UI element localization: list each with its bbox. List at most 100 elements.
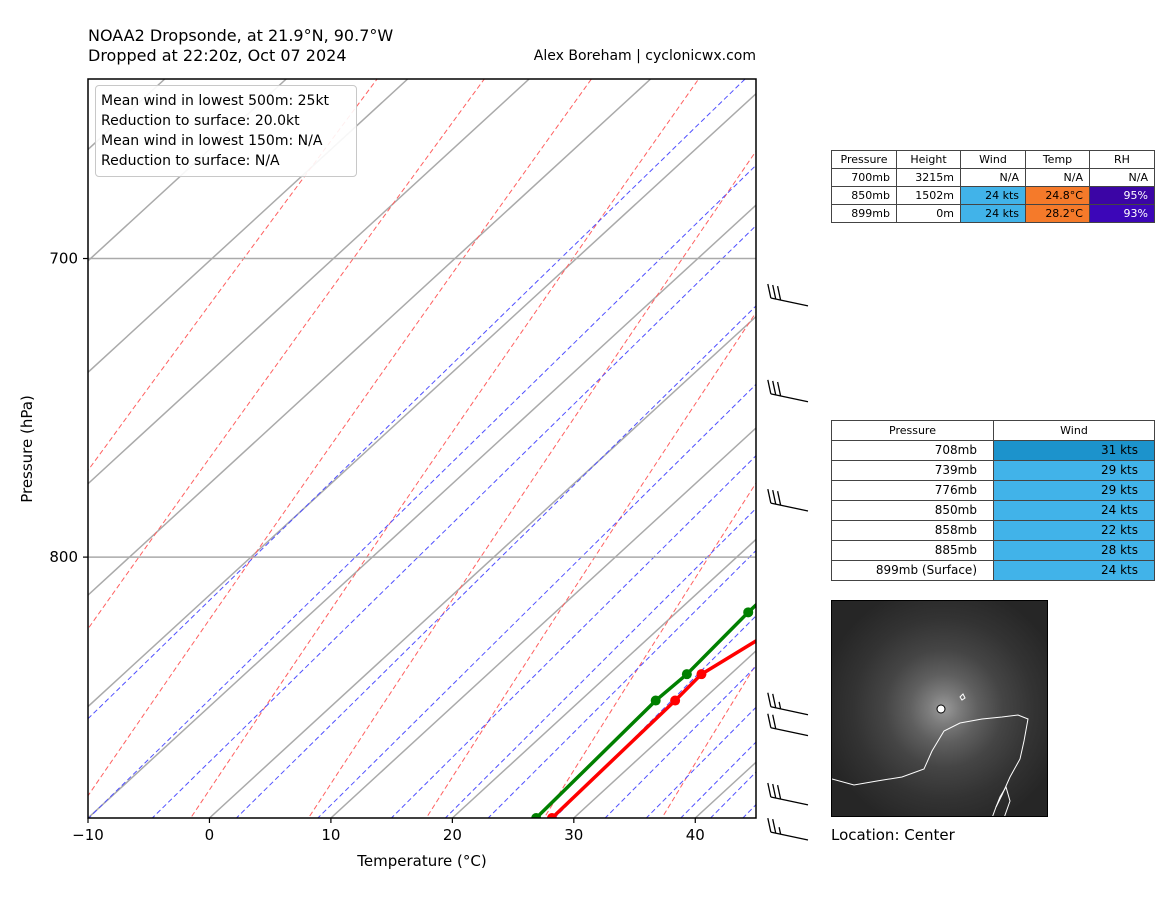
cell-height: 3215m [896, 168, 961, 187]
satellite-map-overlay [832, 693, 1029, 816]
wind-barb [767, 379, 809, 403]
dry-adiabat-line [307, 150, 756, 818]
x-tick-label: 30 [564, 826, 583, 844]
wind-barb-staff [770, 393, 809, 403]
wind-barb-flag [767, 379, 772, 395]
table-row: 885mb 28 kts [831, 540, 1155, 561]
wind-barb [767, 782, 809, 806]
cell-height: 0m [896, 204, 961, 223]
mixing-ratio-line [235, 305, 756, 818]
mixing-ratio-line [390, 455, 756, 818]
dry-adiabat-line [88, 79, 593, 797]
x-tick-label: 40 [686, 826, 705, 844]
header-pressure: Pressure [831, 150, 897, 169]
x-tick-label: 20 [443, 826, 462, 844]
y-tick-label: 800 [49, 548, 78, 566]
cell-wind: N/A [960, 168, 1026, 187]
reduction-500m: Reduction to surface: 20.0kt [101, 113, 300, 129]
wind-barb [767, 488, 809, 512]
dewpoint-point [650, 695, 661, 706]
dry-adiabat-line [749, 23, 830, 870]
dewpoint-point [743, 607, 754, 618]
x-axis-label: Temperature (°C) [356, 852, 486, 870]
table-row: 708mb 31 kts [831, 440, 1155, 461]
isotherm-line [88, 204, 756, 818]
wind-barb-staff [770, 831, 809, 841]
cell-wind: 24 kts [960, 204, 1026, 223]
x-axis-ticks: −10 0 10 20 30 40 [72, 818, 705, 844]
satellite-map [831, 600, 1048, 817]
cell-temp: 24.8°C [1025, 186, 1090, 205]
wind-barb-flag [767, 782, 772, 798]
cell-pressure: 739mb [831, 460, 994, 481]
mean-wind-500m: Mean wind in lowest 500m: 25kt [101, 93, 330, 109]
wind-barb [767, 713, 809, 737]
header-pressure: Pressure [831, 420, 994, 441]
y-tick-label: 700 [49, 250, 78, 268]
wind-barb-flag [772, 380, 777, 396]
table-row: 899mb 0m 24 kts 28.2°C 93% [831, 204, 1155, 223]
header-wind: Wind [960, 150, 1026, 169]
mixing-ratio-line [151, 224, 756, 818]
dewpoint-point [531, 813, 542, 818]
cell-pressure: 899mb (Surface) [831, 560, 994, 581]
cell-wind: 22 kts [993, 520, 1155, 541]
cell-wind: 24 kts [993, 560, 1155, 581]
wind-barb-flag [772, 819, 777, 834]
mean-wind-150m: Mean wind in lowest 150m: N/A [101, 133, 323, 149]
cell-temp: N/A [1025, 168, 1090, 187]
header-temp: Temp [1025, 150, 1090, 169]
cell-rh: 95% [1089, 186, 1155, 205]
wind-barb-flag [776, 491, 782, 506]
cell-wind: 29 kts [993, 460, 1155, 481]
header-rh: RH [1089, 150, 1155, 169]
isotherm-line [330, 426, 756, 818]
wind-barb-flag [772, 693, 777, 708]
mixing-ratio-line [444, 507, 756, 818]
cell-rh: 93% [1089, 204, 1155, 223]
temperature-point [546, 813, 557, 818]
x-tick-label: 10 [321, 826, 340, 844]
cell-pressure: 885mb [831, 540, 994, 561]
chart-title-line2: Dropped at 22:20z, Oct 07 2024 [88, 46, 347, 65]
cell-pressure: 858mb [831, 520, 994, 541]
cell-rh: N/A [1089, 168, 1155, 187]
header-height: Height [896, 150, 961, 169]
wind-barb-flag [767, 488, 772, 504]
table-row: 739mb 29 kts [831, 460, 1155, 481]
mixing-ratio-line [88, 164, 756, 818]
dry-adiabat-line [88, 79, 485, 630]
isotherm-line [817, 79, 830, 818]
wind-table-header: Pressure Wind [831, 420, 1155, 441]
cell-pressure: 850mb [831, 500, 994, 521]
table-row: 700mb 3215m N/A N/A N/A [831, 168, 1155, 187]
wind-barb-flag [767, 692, 772, 707]
wind-barb-flag [772, 284, 777, 300]
background-lines [88, 23, 830, 870]
cell-temp: 28.2°C [1025, 204, 1090, 223]
isotherm-line [88, 79, 409, 374]
y-axis-ticks: 700 800 [49, 250, 88, 566]
table-row: 850mb 24 kts [831, 500, 1155, 521]
cell-height: 1502m [896, 186, 961, 205]
cell-pressure: 850mb [831, 186, 897, 205]
drop-location-marker [936, 704, 946, 714]
mixing-ratio-line [604, 665, 756, 818]
wind-barb [767, 692, 809, 716]
wind-barb-flag [776, 381, 782, 397]
levels-table: Pressure Height Wind Temp RH 700mb 3215m… [831, 150, 1155, 223]
wind-barb-staff [770, 297, 809, 307]
wind-table: Pressure Wind 708mb 31 kts 739mb 29 kts 77… [831, 420, 1155, 581]
isotherm-line [88, 92, 756, 708]
dry-adiabat-line [425, 311, 756, 818]
wind-barb-half [778, 701, 782, 710]
series-layer [531, 602, 756, 818]
cell-wind: 29 kts [993, 480, 1155, 501]
cell-wind: 28 kts [993, 540, 1155, 561]
header-wind: Wind [993, 420, 1155, 441]
levels-table-header: Pressure Height Wind Temp RH [831, 150, 1155, 169]
table-row: 858mb 22 kts [831, 520, 1155, 541]
dry-adiabat-line [190, 79, 700, 818]
mixing-ratio-line [487, 549, 756, 818]
wind-barb-staff [770, 706, 809, 716]
